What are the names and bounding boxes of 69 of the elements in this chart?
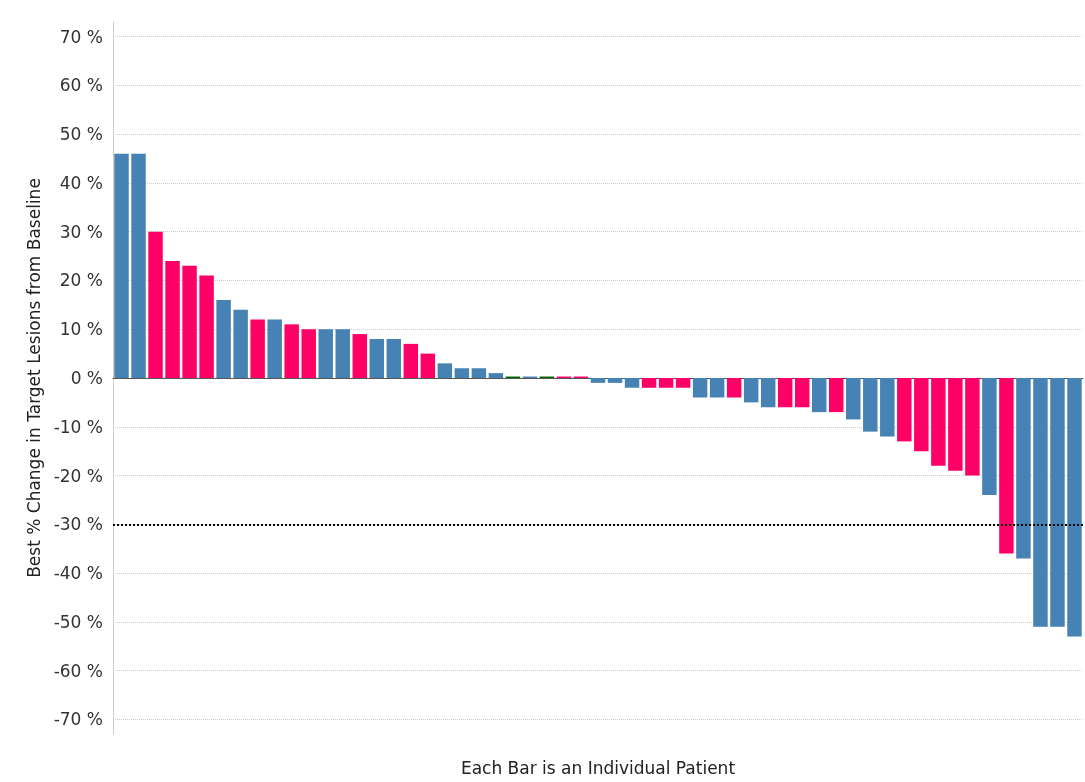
bar [1067, 378, 1082, 637]
bar [369, 338, 384, 378]
bar [931, 378, 946, 466]
bar [829, 378, 844, 413]
bar [897, 378, 912, 442]
bar [743, 378, 759, 403]
bar [352, 334, 367, 378]
bar [726, 378, 742, 398]
y-tick-label: 10 % [59, 319, 103, 340]
bar [318, 329, 333, 378]
bar [182, 265, 197, 378]
bar [454, 368, 470, 378]
bar [965, 378, 980, 476]
y-tick-label: 60 % [59, 75, 103, 96]
bar [437, 363, 453, 378]
y-tick-label: -30 % [53, 514, 103, 535]
bar [692, 378, 708, 398]
bar [403, 343, 419, 378]
bar [386, 338, 402, 378]
bar [114, 153, 129, 378]
y-tick-label: 50 % [59, 124, 103, 145]
bar [880, 378, 895, 437]
y-tick-label: -20 % [53, 465, 103, 486]
bar [471, 368, 487, 378]
x-axis-title: Each Bar is an Individual Patient [460, 757, 736, 778]
y-tick-label: -10 % [53, 416, 103, 437]
bar [607, 378, 623, 383]
bar [488, 373, 504, 378]
bar [1050, 378, 1065, 627]
y-tick-label: 0 % [70, 368, 103, 388]
bar [420, 353, 436, 378]
bar [233, 309, 248, 378]
bar [131, 153, 146, 378]
bar [199, 275, 214, 378]
bar [1033, 378, 1048, 627]
bar [590, 378, 606, 383]
bar [284, 324, 299, 378]
bar [250, 319, 265, 378]
bar [624, 378, 640, 388]
bar [999, 378, 1014, 554]
bar [863, 378, 878, 432]
bar [760, 378, 776, 408]
bar [165, 260, 180, 378]
bar [148, 231, 163, 378]
bar [948, 378, 963, 471]
bar [335, 329, 350, 378]
bar [777, 378, 793, 408]
bar [709, 378, 725, 398]
y-tick-label: -70 % [53, 709, 103, 730]
bar [982, 378, 997, 496]
bar [658, 378, 674, 388]
y-tick-label: -50 % [53, 611, 103, 632]
bar [216, 299, 231, 378]
bar [301, 329, 316, 378]
y-tick-label: -60 % [53, 660, 103, 681]
y-tick-label: -40 % [53, 563, 103, 584]
y-tick-label: 70 % [59, 26, 103, 47]
bar [914, 378, 929, 452]
y-tick-label: 20 % [59, 270, 103, 291]
bar [846, 378, 861, 420]
bar [641, 378, 657, 388]
y-axis-title: Best % Change in Target Lesions from Baseline [24, 178, 45, 578]
y-tick-label: 40 % [59, 172, 103, 193]
bar [812, 378, 827, 413]
bar [675, 378, 691, 388]
bar [267, 319, 282, 378]
bar [1016, 378, 1031, 559]
bar [794, 378, 810, 408]
y-tick-label: 30 % [59, 221, 103, 242]
